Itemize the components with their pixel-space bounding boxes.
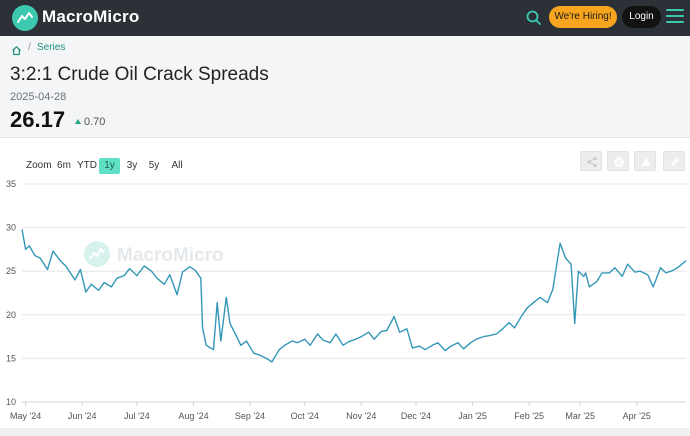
y-tick-label: 25 <box>6 266 16 276</box>
edit-icon[interactable] <box>663 151 685 171</box>
chart-series <box>21 229 687 363</box>
x-tick-label: Nov '24 <box>346 411 376 421</box>
range-ytd-button[interactable]: YTD <box>77 160 97 171</box>
bottom-scroll-strip <box>0 428 690 436</box>
breadcrumb-series-link[interactable]: Series <box>37 42 66 53</box>
x-axis-tick-labels: May '24 Jun '24 Jul '24 Aug '24 Sep '24 Oct '… <box>10 402 651 421</box>
top-navbar: MacroMicro We're Hiring! Login <box>0 0 690 36</box>
zoom-label: Zoom <box>26 160 52 171</box>
range-5y-button[interactable]: 5y <box>148 160 160 171</box>
chart-watermark: MacroMicro <box>84 241 224 267</box>
x-tick-label: Jul '24 <box>124 411 150 421</box>
search-icon[interactable] <box>524 8 544 28</box>
chart-grid <box>22 183 686 403</box>
y-tick-label: 20 <box>6 310 16 320</box>
alert-icon[interactable] <box>634 151 656 171</box>
x-tick-label: Oct '24 <box>291 411 319 421</box>
x-tick-label: Aug '24 <box>178 411 208 421</box>
latest-value: 26.17 <box>10 107 66 132</box>
page-title: 3:2:1 Crude Oil Crack Spreads <box>10 64 269 85</box>
range-1y-button[interactable]: 1y <box>99 158 120 174</box>
x-tick-label: Mar '25 <box>565 411 595 421</box>
y-tick-label: 30 <box>6 223 16 233</box>
series-line <box>21 229 687 363</box>
brand-logo-icon[interactable] <box>12 5 38 31</box>
y-tick-label: 15 <box>6 353 16 363</box>
login-button[interactable]: Login <box>622 6 661 28</box>
brand-name[interactable]: MacroMicro <box>42 7 140 26</box>
share-icon[interactable] <box>580 151 602 171</box>
latest-date: 2025-04-28 <box>10 91 67 103</box>
x-tick-label: Sep '24 <box>235 411 265 421</box>
x-tick-label: Jun '24 <box>68 411 97 421</box>
range-6m-button[interactable]: 6m <box>57 160 71 171</box>
x-tick-label: Feb '25 <box>514 411 544 421</box>
crack-spread-chart[interactable]: MacroMicro 10 15 20 25 30 35 May '24 Jun '24 Ju… <box>0 176 690 426</box>
x-tick-label: May '24 <box>10 411 41 421</box>
menu-icon[interactable] <box>666 9 684 25</box>
latest-change: 0.70 <box>84 116 106 128</box>
watermark-text: MacroMicro <box>117 245 224 266</box>
series-header <box>0 36 690 138</box>
breadcrumb-separator: / <box>28 42 31 53</box>
change-up-arrow-icon <box>75 119 81 124</box>
hiring-button[interactable]: We're Hiring! <box>549 6 617 28</box>
range-3y-button[interactable]: 3y <box>126 160 138 171</box>
home-icon[interactable] <box>11 43 22 56</box>
settings-icon[interactable] <box>607 151 629 171</box>
y-axis-tick-labels: 10 15 20 25 30 35 <box>6 179 16 407</box>
x-tick-label: Apr '25 <box>623 411 651 421</box>
x-tick-label: Jan '25 <box>458 411 487 421</box>
y-tick-label: 35 <box>6 179 16 189</box>
range-all-button[interactable]: All <box>171 160 183 171</box>
x-tick-label: Dec '24 <box>401 411 431 421</box>
y-tick-label: 10 <box>6 397 16 407</box>
